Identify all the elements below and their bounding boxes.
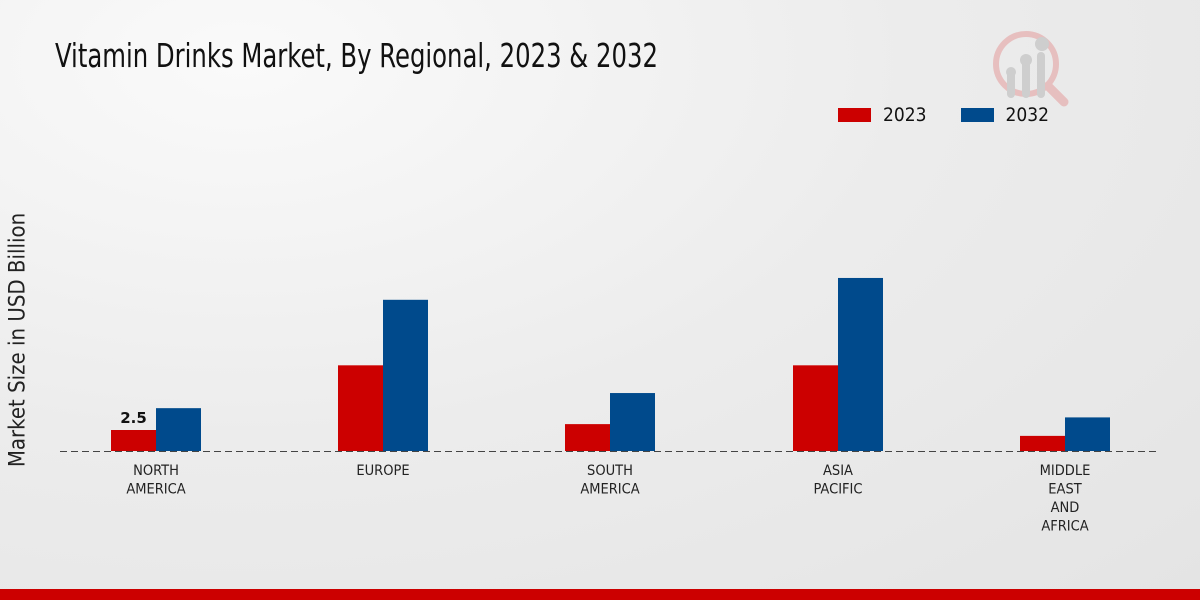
x-tick-label: EUROPE	[356, 463, 409, 479]
x-tick-label: PACIFIC	[813, 482, 862, 498]
x-tick-label: ASIA	[823, 463, 853, 479]
footer-accent-bar	[0, 589, 1200, 600]
legend-label-2032: 2032	[1005, 104, 1050, 126]
x-tick-label: AFRICA	[1041, 519, 1088, 535]
bar-2023-3	[793, 365, 838, 451]
x-tick-label: AMERICA	[580, 482, 639, 498]
x-tick-label: NORTH	[133, 463, 179, 479]
legend-swatch-2032	[960, 108, 994, 122]
data-label: 2.5	[120, 409, 147, 427]
bar-2032-2	[610, 393, 655, 451]
legend: 2023 2032	[838, 104, 1049, 126]
bar-2023-2	[565, 424, 610, 451]
chart-title: Vitamin Drinks Market, By Regional, 2023…	[55, 36, 658, 75]
bar-2023-4	[1020, 435, 1065, 451]
x-tick-label: EAST	[1048, 482, 1082, 498]
legend-item-2032: 2032	[960, 104, 1050, 126]
x-tick-label: AND	[1051, 500, 1080, 516]
legend-item-2023: 2023	[838, 104, 927, 126]
x-tick-label: SOUTH	[587, 463, 633, 479]
x-tick-label: AMERICA	[126, 482, 185, 498]
legend-label-2023: 2023	[883, 104, 927, 126]
bar-2023-0	[111, 430, 156, 451]
legend-swatch-2023	[838, 108, 871, 122]
x-tick-label: MIDDLE	[1040, 463, 1091, 479]
watermark-logo-icon	[993, 31, 1069, 107]
bar-2032-3	[838, 277, 883, 451]
bar-2032-1	[383, 299, 428, 451]
bar-2023-1	[338, 365, 383, 451]
bar-2032-4	[1065, 417, 1110, 451]
bar-2032-0	[156, 408, 201, 451]
